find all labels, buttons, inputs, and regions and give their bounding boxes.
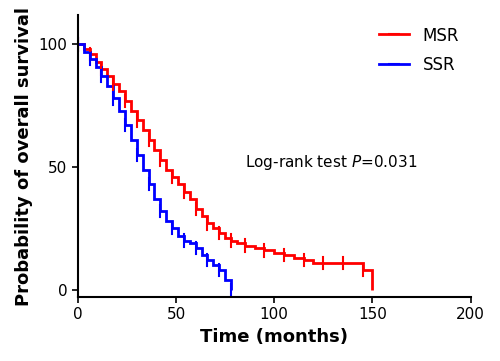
Text: Log-rank test $\mathbf{\mathit{P}}$=0.031: Log-rank test $\mathbf{\mathit{P}}$=0.03… <box>245 153 417 171</box>
X-axis label: Time (months): Time (months) <box>200 328 348 346</box>
Legend: MSR, SSR: MSR, SSR <box>372 20 466 81</box>
Y-axis label: Probability of overall survival: Probability of overall survival <box>15 6 33 305</box>
